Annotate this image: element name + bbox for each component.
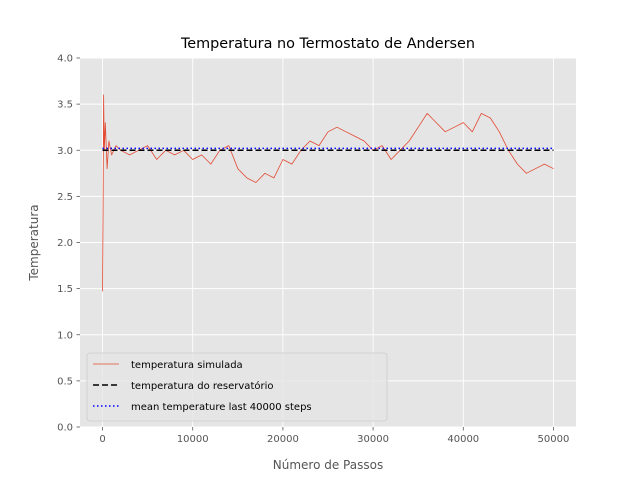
y-tick-label: 2.0 <box>57 238 73 249</box>
y-tick-label: 1.0 <box>57 330 73 341</box>
x-tick-label: 20000 <box>267 434 299 445</box>
legend: temperatura simulada temperatura do reser… <box>86 352 388 422</box>
x-tick-label: 10000 <box>177 434 209 445</box>
ticks: 0 10000 20000 30000 40000 50000 0.0 0.5 1.0 1.5 2.… <box>57 54 569 446</box>
legend-entry-2: temperatura do reservatório <box>131 380 274 392</box>
x-tick-label: 50000 <box>538 434 570 445</box>
x-tick-label: 30000 <box>357 434 389 445</box>
y-tick-label: 0.5 <box>57 376 73 387</box>
y-tick-label: 1.5 <box>57 284 73 295</box>
series-layer <box>102 94 554 292</box>
y-tick-label: 4.0 <box>57 54 73 65</box>
y-axis-label: Temperatura <box>27 204 41 281</box>
legend-entry-1: temperatura simulada <box>131 360 243 371</box>
legend-frame <box>86 352 388 422</box>
legend-entry-3: mean temperature last 40000 steps <box>131 402 312 413</box>
y-tick-label: 0.0 <box>57 423 73 434</box>
y-tick-label: 2.5 <box>57 192 73 203</box>
y-tick-label: 3.0 <box>57 146 73 157</box>
series-line-1 <box>102 94 554 292</box>
y-tick-label: 3.5 <box>57 100 73 111</box>
x-tick-label: 40000 <box>447 434 479 445</box>
x-axis-label: Número de Passos <box>273 458 383 472</box>
x-tick-label: 0 <box>99 434 105 445</box>
chart-title: Temperatura no Termostato de Andersen <box>180 36 475 52</box>
